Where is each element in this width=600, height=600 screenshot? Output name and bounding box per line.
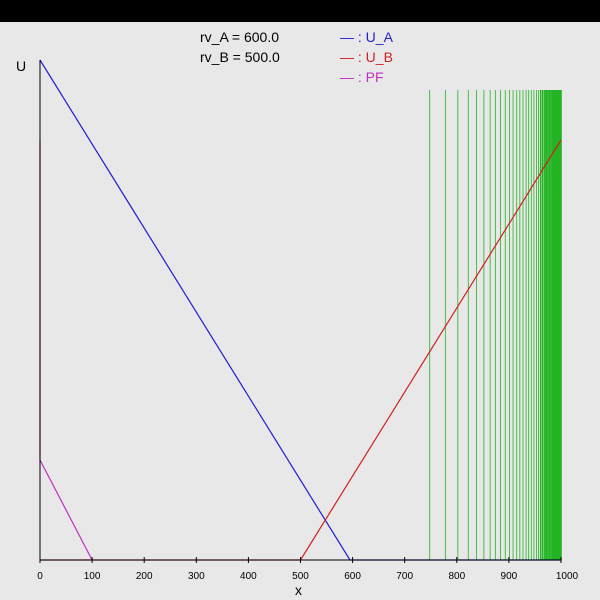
x-tick-label-900: 900 <box>501 571 518 582</box>
series-line-u-a <box>39 59 561 561</box>
x-tick-label-600: 600 <box>344 571 361 582</box>
vline-dense-band <box>553 90 561 560</box>
y-axis-label: U <box>16 58 27 74</box>
annotation-rv-a: rv_A = 600.0 <box>200 29 280 45</box>
x-tick-label-0: 0 <box>37 571 43 582</box>
x-tick-label-400: 400 <box>240 571 257 582</box>
legend-entry-u-b: — : U_B <box>340 49 393 65</box>
x-tick-label-1000: 1000 <box>556 571 579 582</box>
annotation-rv-b: rv_B = 500.0 <box>200 49 280 65</box>
x-tick-label-800: 800 <box>448 571 465 582</box>
axes <box>39 60 561 561</box>
series-line-u-b <box>40 139 562 561</box>
top-bar <box>0 0 600 22</box>
x-tick-label-100: 100 <box>84 571 101 582</box>
x-axis-label: x <box>295 582 302 598</box>
series-line-pf <box>39 140 93 561</box>
x-tick-label-500: 500 <box>292 571 309 582</box>
legend-entry-u-a: — : U_A <box>340 29 393 45</box>
x-tick-label-300: 300 <box>188 571 205 582</box>
x-tick-label-700: 700 <box>396 571 413 582</box>
x-ticks: 0 100 200 300 400 500 600 700 800 900 1000 <box>37 557 579 582</box>
legend-entry-pf: — : PF <box>340 69 384 85</box>
series-lines <box>39 59 562 561</box>
x-tick-label-200: 200 <box>136 571 153 582</box>
green-vertical-lines <box>429 90 562 560</box>
